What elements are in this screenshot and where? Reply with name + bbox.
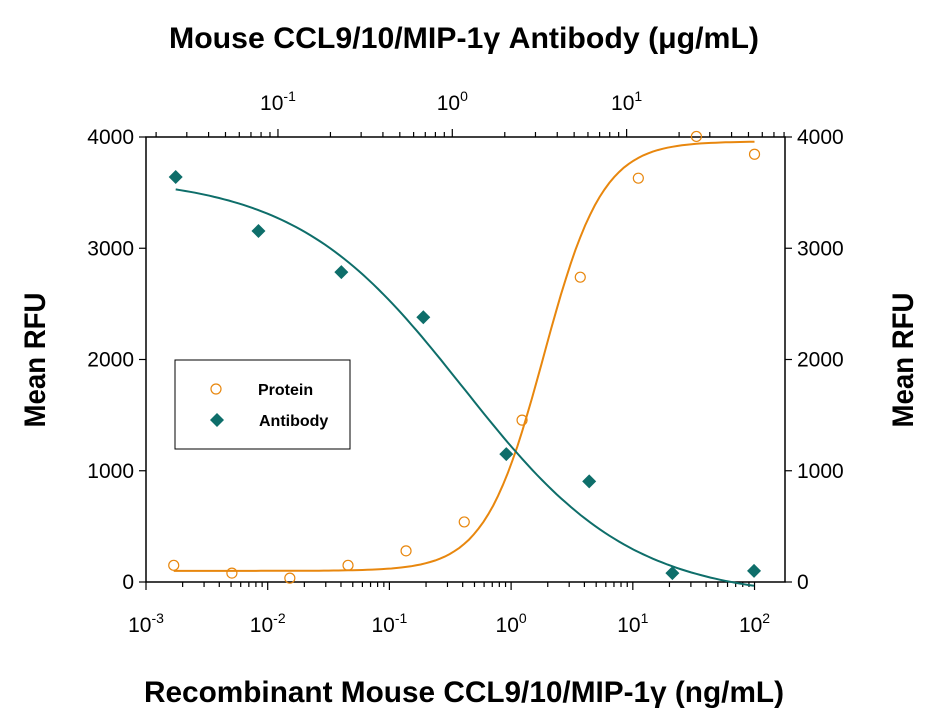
antibody-data-point — [416, 310, 431, 325]
legend: Protein Antibody — [174, 359, 351, 450]
top-axis-tick-label: 100 — [437, 88, 468, 115]
bottom-axis-tick-label: 100 — [496, 610, 527, 637]
antibody-data-point — [334, 265, 349, 280]
antibody-data-point — [499, 447, 514, 462]
bottom-axis-title: Recombinant Mouse CCL9/10/MIP-1γ (ng/mL) — [144, 676, 784, 709]
right-axis-tick-label: 3000 — [797, 237, 844, 260]
protein-fit-curve — [173, 140, 755, 572]
protein-data-point — [516, 414, 528, 426]
protein-data-point — [574, 271, 586, 283]
protein-data-point — [342, 559, 354, 571]
right-axis-tick-label: 1000 — [797, 460, 844, 483]
bottom-axis-tick-label: 101 — [617, 610, 648, 637]
left-axis-tick-label: 2000 — [87, 349, 134, 372]
legend-protein-marker — [210, 383, 222, 395]
antibody-data-point — [251, 224, 266, 239]
protein-data-point — [400, 545, 412, 557]
protein-data-point — [226, 567, 238, 579]
fit-curves — [173, 140, 755, 587]
protein-data-point — [690, 130, 703, 143]
bottom-axis-tick-label: 102 — [739, 610, 770, 637]
left-axis-tick-label: 0 — [122, 571, 134, 594]
right-axis-tick-label: 2000 — [797, 349, 844, 372]
left-axis-tick-label: 3000 — [87, 237, 134, 260]
bottom-axis-tick-label: 10-1 — [372, 610, 408, 637]
antibody-fit-curve — [175, 188, 755, 587]
right-axis-title: Mean RFU — [887, 293, 920, 428]
left-axis-title: Mean RFU — [19, 293, 52, 428]
data-marks — [168, 130, 762, 584]
protein-data-point — [748, 148, 761, 160]
legend-protein-label: Protein — [258, 382, 313, 399]
right-axis-tick-label: 0 — [797, 571, 809, 594]
antibody-data-point — [582, 474, 597, 489]
top-axis-title: Mouse CCL9/10/MIP-1γ Antibody (μg/mL) — [169, 22, 759, 55]
protein-data-point — [458, 516, 470, 528]
right-axis-tick-label: 4000 — [797, 126, 844, 149]
bottom-axis-tick-label: 10-2 — [250, 610, 286, 637]
top-axis-tick-label: 10-1 — [260, 88, 296, 115]
top-axis-tick-label: 101 — [611, 88, 642, 115]
protein-data-point — [632, 172, 644, 184]
left-axis-tick-label: 4000 — [87, 126, 134, 149]
bottom-axis-tick-label: 10-3 — [128, 610, 164, 637]
antibody-data-point — [747, 563, 762, 578]
antibody-data-point — [168, 170, 183, 185]
legend-antibody-marker — [210, 413, 224, 427]
legend-antibody-label: Antibody — [259, 413, 328, 430]
antibody-data-point — [665, 566, 680, 581]
protein-data-point — [168, 559, 180, 571]
left-axis-tick-label: 1000 — [87, 460, 134, 483]
legend-box — [174, 359, 351, 450]
axes: 10-3 10-2 10-1 100 101 102 10-1 100 101 0 0 1000 100… — [87, 88, 843, 637]
protein-data-point — [284, 572, 296, 584]
